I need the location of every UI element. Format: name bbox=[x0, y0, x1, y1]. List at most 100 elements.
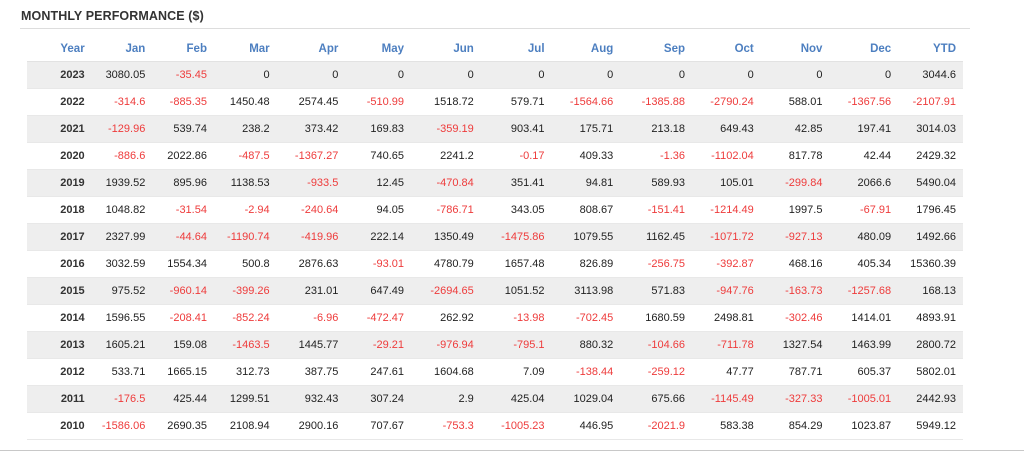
value-cell: 533.71 bbox=[91, 358, 153, 386]
column-header-sep: Sep bbox=[620, 36, 693, 62]
value-cell: -2694.65 bbox=[411, 277, 481, 305]
value-cell: 169.83 bbox=[345, 115, 412, 143]
value-cell: 0 bbox=[551, 61, 621, 89]
performance-table: Year Jan Feb Mar Apr May Jun Jul Aug Sep Oct Nov Dec… bbox=[27, 36, 963, 440]
value-cell: 0 bbox=[620, 61, 693, 89]
value-cell: 1299.51 bbox=[213, 385, 277, 413]
table-row: 2019 1939.52 895.96 1138.53 -933.5 12.45 -470.… bbox=[27, 169, 963, 197]
value-cell: 12.45 bbox=[345, 169, 412, 197]
value-cell: 1605.21 bbox=[91, 331, 153, 359]
value-cell: -44.64 bbox=[152, 223, 214, 251]
value-cell: 247.61 bbox=[345, 358, 412, 386]
value-cell: -947.76 bbox=[692, 277, 761, 305]
value-cell: 1079.55 bbox=[551, 223, 621, 251]
value-cell: 262.92 bbox=[411, 304, 481, 332]
value-cell: 895.96 bbox=[152, 169, 214, 197]
value-cell: 0 bbox=[760, 61, 830, 89]
value-cell: 675.66 bbox=[620, 385, 693, 413]
value-cell: 373.42 bbox=[276, 115, 346, 143]
value-cell: -510.99 bbox=[345, 88, 412, 116]
value-cell: 588.01 bbox=[760, 88, 830, 116]
year-cell: 2014 bbox=[27, 304, 92, 332]
year-cell: 2013 bbox=[27, 331, 92, 359]
value-cell: 168.13 bbox=[898, 277, 963, 305]
column-header-year: Year bbox=[27, 36, 92, 62]
value-cell: 1162.45 bbox=[620, 223, 693, 251]
value-cell: -960.14 bbox=[152, 277, 214, 305]
value-cell: -472.47 bbox=[345, 304, 412, 332]
value-cell: 425.44 bbox=[152, 385, 214, 413]
value-cell: -1463.5 bbox=[213, 331, 277, 359]
value-cell: 94.81 bbox=[551, 169, 621, 197]
value-cell: -1586.06 bbox=[91, 412, 153, 440]
value-cell: -35.45 bbox=[152, 61, 214, 89]
value-cell: -2107.91 bbox=[898, 88, 963, 116]
value-cell: 817.78 bbox=[760, 142, 830, 170]
value-cell: 2442.93 bbox=[898, 385, 963, 413]
value-cell: 932.43 bbox=[276, 385, 346, 413]
value-cell: -302.46 bbox=[760, 304, 830, 332]
bottom-divider bbox=[0, 450, 1024, 451]
value-cell: -399.26 bbox=[213, 277, 277, 305]
value-cell: 42.44 bbox=[829, 142, 899, 170]
value-cell: 1796.45 bbox=[898, 196, 963, 224]
value-cell: 808.67 bbox=[551, 196, 621, 224]
value-cell: 579.71 bbox=[480, 88, 552, 116]
value-cell: 2690.35 bbox=[152, 412, 214, 440]
table-row: 2016 3032.59 1554.34 500.8 2876.63 -93.01 4780… bbox=[27, 250, 963, 278]
table-row: 2014 1596.55 -208.41 -852.24 -6.96 -472.47 262… bbox=[27, 304, 963, 332]
year-cell: 2021 bbox=[27, 115, 92, 143]
column-header-mar: Mar bbox=[213, 36, 277, 62]
table-row: 2022 -314.6 -885.35 1450.48 2574.45 -510.99 15… bbox=[27, 88, 963, 116]
value-cell: -327.33 bbox=[760, 385, 830, 413]
year-cell: 2017 bbox=[27, 223, 92, 251]
value-cell: -711.78 bbox=[692, 331, 761, 359]
value-cell: 343.05 bbox=[480, 196, 552, 224]
value-cell: -786.71 bbox=[411, 196, 481, 224]
title-divider bbox=[20, 28, 970, 29]
value-cell: -6.96 bbox=[276, 304, 346, 332]
value-cell: 740.65 bbox=[345, 142, 412, 170]
year-cell: 2011 bbox=[27, 385, 92, 413]
value-cell: 1596.55 bbox=[91, 304, 153, 332]
value-cell: 197.41 bbox=[829, 115, 899, 143]
header-row: Year Jan Feb Mar Apr May Jun Jul Aug Sep Oct Nov Dec… bbox=[27, 36, 963, 62]
value-cell: 880.32 bbox=[551, 331, 621, 359]
value-cell: 2900.16 bbox=[276, 412, 346, 440]
year-cell: 2023 bbox=[27, 61, 92, 89]
value-cell: 1657.48 bbox=[480, 250, 552, 278]
value-cell: -0.17 bbox=[480, 142, 552, 170]
value-cell: 2800.72 bbox=[898, 331, 963, 359]
value-cell: 1939.52 bbox=[91, 169, 153, 197]
value-cell: -1.36 bbox=[620, 142, 693, 170]
table-row: 2012 533.71 1665.15 312.73 387.75 247.61 1604.… bbox=[27, 358, 963, 386]
value-cell: 1138.53 bbox=[213, 169, 277, 197]
value-cell: 571.83 bbox=[620, 277, 693, 305]
value-cell: -2021.9 bbox=[620, 412, 693, 440]
value-cell: -93.01 bbox=[345, 250, 412, 278]
value-cell: -419.96 bbox=[276, 223, 346, 251]
value-cell: -138.44 bbox=[551, 358, 621, 386]
value-cell: -852.24 bbox=[213, 304, 277, 332]
value-cell: 539.74 bbox=[152, 115, 214, 143]
value-cell: -702.45 bbox=[551, 304, 621, 332]
column-header-jun: Jun bbox=[411, 36, 481, 62]
value-cell: 1051.52 bbox=[480, 277, 552, 305]
value-cell: 409.33 bbox=[551, 142, 621, 170]
column-header-ytd: YTD bbox=[898, 36, 963, 62]
value-cell: 5802.01 bbox=[898, 358, 963, 386]
value-cell: -1005.01 bbox=[829, 385, 899, 413]
value-cell: 2.9 bbox=[411, 385, 481, 413]
value-cell: 0 bbox=[829, 61, 899, 89]
value-cell: -163.73 bbox=[760, 277, 830, 305]
value-cell: 0 bbox=[480, 61, 552, 89]
value-cell: 2022.86 bbox=[152, 142, 214, 170]
value-cell: -29.21 bbox=[345, 331, 412, 359]
value-cell: 1350.49 bbox=[411, 223, 481, 251]
value-cell: 468.16 bbox=[760, 250, 830, 278]
year-cell: 2010 bbox=[27, 412, 92, 440]
value-cell: 0 bbox=[692, 61, 761, 89]
value-cell: -1367.56 bbox=[829, 88, 899, 116]
value-cell: 405.34 bbox=[829, 250, 899, 278]
column-header-nov: Nov bbox=[760, 36, 830, 62]
